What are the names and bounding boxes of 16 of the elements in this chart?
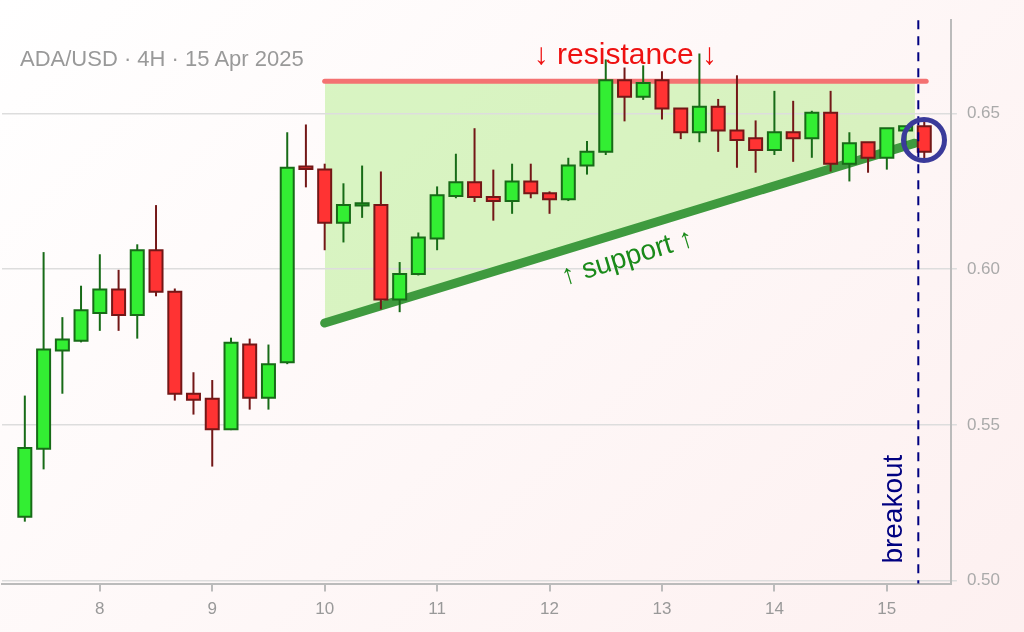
text: ADA/USD · 4H · 15 Apr 2025: [20, 46, 304, 72]
x-tick-label: 14: [764, 599, 784, 619]
x-tick-label: 15: [877, 599, 897, 619]
ref-line-label: breakout: [877, 454, 909, 564]
x-tick-label: 10: [315, 599, 335, 619]
x-tick-label: 13: [652, 599, 672, 619]
x-tick-label: 11: [428, 599, 446, 619]
x-tick-label: 9: [207, 599, 217, 619]
x-tick-label: 12: [540, 599, 559, 619]
y-tick-label: 0.50: [966, 570, 1001, 590]
y-tick-label: 0.60: [966, 258, 1001, 278]
text: ↑ support ↑: [556, 221, 697, 292]
x-tick-label: 8: [95, 599, 105, 619]
y-tick-label: 0.55: [966, 414, 1001, 434]
y-tick-label: 0.65: [966, 103, 1001, 123]
series-label: ↓ resistance ↓: [533, 37, 718, 71]
